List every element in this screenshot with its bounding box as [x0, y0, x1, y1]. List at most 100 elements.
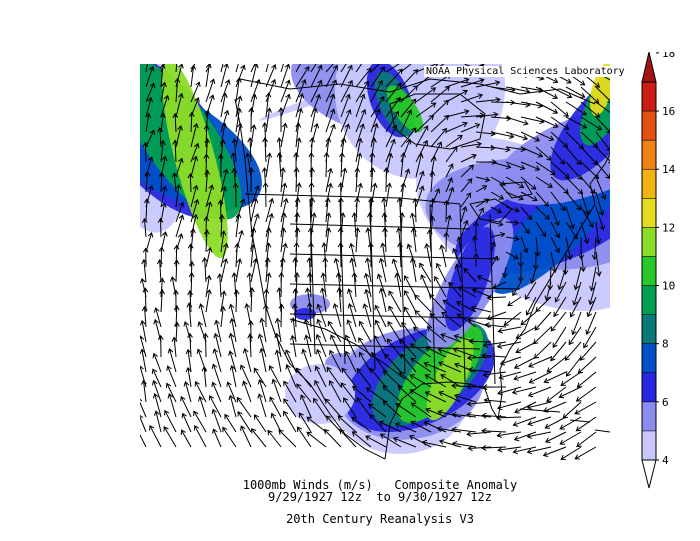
wind-arrow — [262, 182, 269, 208]
wind-arrow — [560, 446, 582, 460]
wind-arrow — [160, 185, 168, 208]
wind-arrow — [193, 424, 207, 448]
wind-arrow — [580, 86, 600, 104]
colorbar-swatch — [642, 140, 656, 170]
wind-arrow — [202, 332, 209, 358]
coastline-segment — [289, 318, 406, 380]
wind-arrow — [265, 64, 269, 73]
wind-arrow — [398, 371, 417, 388]
wind-arrow — [285, 349, 297, 373]
wind-arrow — [201, 257, 208, 283]
wind-arrow — [306, 431, 327, 448]
wind-arrow — [580, 116, 603, 131]
wind-arrow — [352, 385, 372, 403]
wind-arrow — [408, 435, 432, 448]
wind-arrow — [143, 198, 150, 223]
wind-arrow — [265, 152, 273, 178]
wind-arrow — [278, 107, 284, 132]
wind-arrow — [466, 411, 492, 418]
wind-arrow — [527, 386, 552, 398]
wind-arrow — [205, 94, 215, 118]
wind-arrow — [467, 367, 492, 373]
credit-label: NOAA Physical Sciences Laboratory — [424, 66, 627, 77]
wind-arrow — [280, 227, 287, 253]
wind-arrow — [235, 258, 243, 283]
wind-arrow — [370, 137, 377, 163]
wind-arrow — [325, 415, 342, 433]
wind-arrow — [525, 296, 537, 316]
wind-arrow — [550, 236, 560, 254]
colorbar-tick-label: 10 — [662, 280, 675, 293]
wind-arrow — [188, 111, 195, 133]
wind-arrow — [430, 85, 451, 103]
wind-arrow — [149, 424, 162, 448]
wind-arrow — [550, 191, 566, 212]
wind-arrow — [429, 170, 436, 193]
wind-arrow — [220, 305, 226, 328]
wind-arrow — [482, 371, 507, 378]
wind-arrow — [460, 164, 474, 178]
wind-arrow — [420, 274, 432, 298]
wind-arrow — [220, 79, 231, 103]
wind-arrow — [387, 320, 402, 343]
wind-arrow — [217, 199, 224, 223]
wind-arrow — [220, 92, 228, 118]
wind-arrow — [475, 198, 490, 208]
wind-arrow — [565, 221, 578, 240]
wind-arrow — [580, 161, 600, 180]
wind-arrow — [175, 157, 184, 178]
wind-arrow — [181, 412, 192, 433]
wind-arrow — [310, 64, 317, 73]
wind-arrow — [276, 287, 283, 313]
wind-arrow — [439, 244, 447, 268]
wind-arrow — [159, 139, 166, 163]
wind-arrow — [443, 231, 450, 253]
wind-arrow — [490, 131, 515, 139]
wind-arrow — [152, 392, 162, 418]
wind-arrow — [235, 64, 246, 88]
wind-arrow — [546, 356, 567, 373]
colorbar-tick-label: 16 — [662, 105, 675, 118]
wind-arrow — [421, 439, 447, 448]
colorbar-swatch — [642, 82, 656, 112]
wind-arrow — [595, 146, 610, 164]
wind-arrow — [513, 371, 537, 381]
wind-arrow — [482, 341, 507, 348]
wind-arrow — [505, 251, 519, 260]
wind-arrow — [303, 318, 312, 343]
wind-arrow — [574, 401, 597, 415]
wind-arrow — [496, 341, 522, 349]
wind-arrow — [595, 86, 610, 103]
wind-arrow — [445, 134, 463, 148]
wind-arrow — [280, 79, 291, 103]
wind-arrow — [142, 141, 149, 163]
wind-arrow — [520, 206, 533, 221]
wind-arrow — [580, 206, 594, 228]
wind-arrow — [269, 396, 282, 418]
wind-arrow — [460, 141, 483, 148]
wind-arrow — [358, 337, 372, 358]
wind-arrow — [245, 152, 252, 178]
wind-arrow — [460, 153, 477, 163]
wind-arrow — [228, 350, 237, 373]
wind-arrow — [174, 77, 181, 103]
wind-arrow — [355, 93, 366, 118]
wind-arrow — [220, 64, 229, 88]
wind-arrow — [467, 445, 492, 452]
coastline-segment — [309, 383, 386, 460]
wind-arrow — [295, 92, 305, 118]
wind-arrow — [205, 246, 213, 268]
wind-arrow — [218, 213, 225, 238]
wind-arrow — [568, 326, 582, 346]
wind-arrow — [410, 357, 432, 373]
wind-arrow — [239, 364, 252, 388]
wind-arrow — [424, 242, 432, 268]
wind-arrow — [370, 95, 385, 118]
wind-arrow — [250, 213, 260, 238]
colorbar-swatch — [642, 343, 656, 373]
wind-arrow — [310, 93, 321, 118]
wind-arrow — [595, 221, 602, 245]
wind-arrow — [324, 398, 342, 418]
wind-arrow — [386, 338, 402, 358]
wind-arrow — [513, 431, 537, 442]
